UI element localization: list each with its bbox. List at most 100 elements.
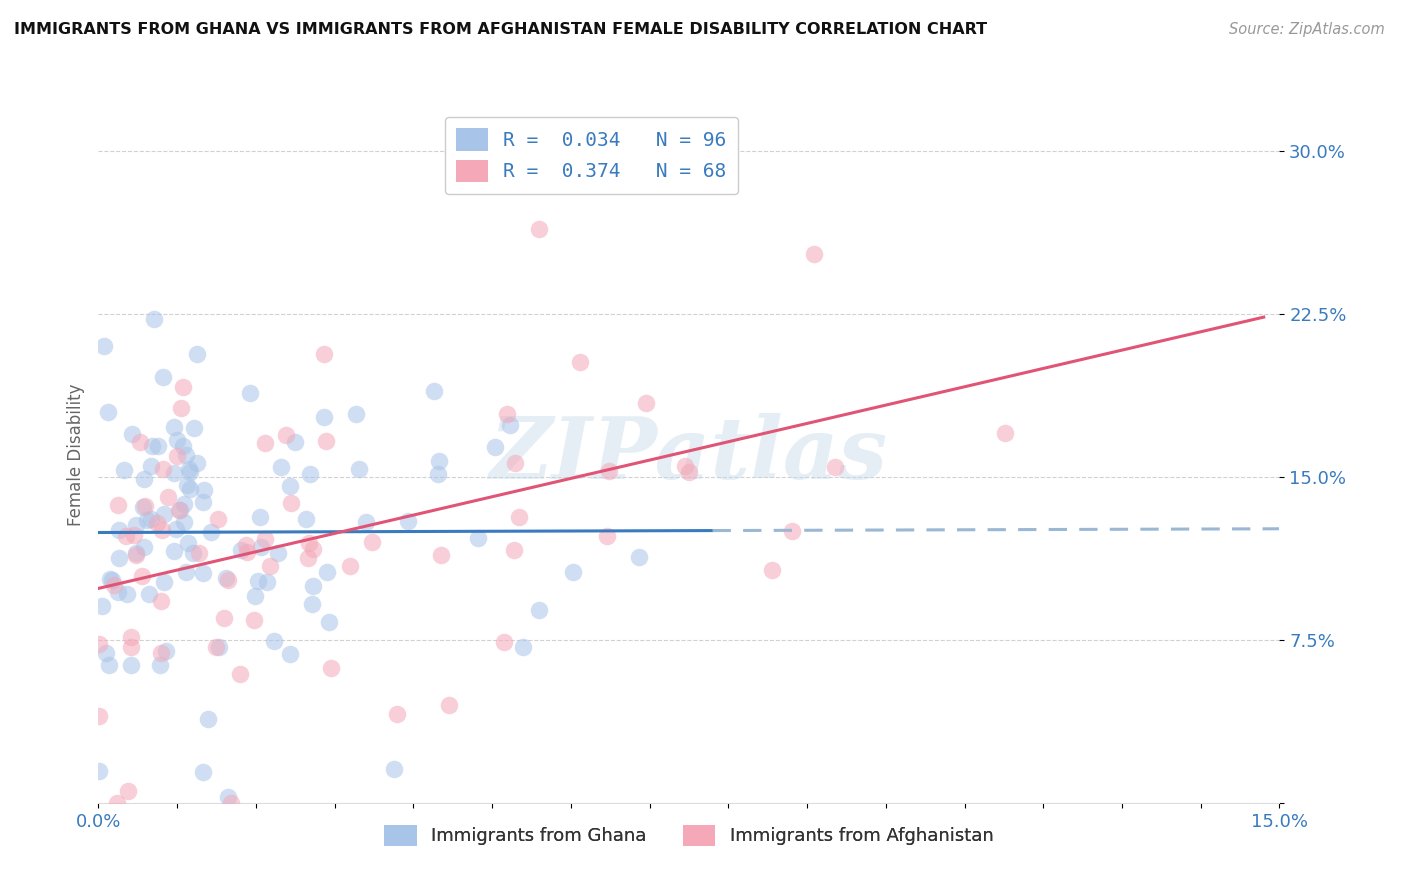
Point	[163, 466, 186, 480]
Point	[87, 709, 110, 723]
Point	[155, 644, 177, 658]
Point	[177, 462, 200, 476]
Point	[187, 546, 209, 560]
Point	[253, 532, 276, 546]
Point	[298, 467, 321, 481]
Point	[235, 544, 257, 558]
Point	[139, 458, 162, 473]
Point	[107, 585, 129, 599]
Point	[568, 355, 591, 369]
Point	[135, 513, 157, 527]
Point	[562, 566, 585, 580]
Y-axis label: Female Disability: Female Disability	[66, 384, 84, 526]
Point	[150, 523, 173, 537]
Point	[167, 502, 190, 516]
Point	[101, 573, 124, 587]
Point	[212, 610, 235, 624]
Point	[250, 541, 273, 555]
Point	[152, 370, 174, 384]
Point	[349, 462, 371, 476]
Point	[170, 401, 193, 416]
Point	[354, 516, 377, 530]
Point	[193, 566, 215, 580]
Point	[124, 517, 146, 532]
Point	[235, 538, 257, 552]
Point	[529, 602, 551, 616]
Legend: Immigrants from Ghana, Immigrants from Afghanistan: Immigrants from Ghana, Immigrants from A…	[377, 818, 1001, 853]
Point	[117, 784, 139, 798]
Point	[172, 380, 194, 394]
Point	[98, 572, 121, 586]
Point	[125, 546, 148, 560]
Point	[218, 790, 240, 805]
Point	[120, 658, 142, 673]
Point	[208, 640, 231, 654]
Point	[183, 421, 205, 435]
Point	[134, 500, 156, 514]
Point	[761, 563, 783, 577]
Point	[280, 479, 302, 493]
Point	[596, 529, 619, 543]
Point	[267, 546, 290, 560]
Point	[107, 499, 129, 513]
Point	[129, 435, 152, 450]
Point	[824, 460, 846, 475]
Point	[259, 558, 281, 573]
Point	[297, 551, 319, 566]
Point	[93, 339, 115, 353]
Text: Source: ZipAtlas.com: Source: ZipAtlas.com	[1229, 22, 1385, 37]
Point	[302, 578, 325, 592]
Point	[166, 433, 188, 447]
Point	[512, 640, 534, 654]
Point	[263, 634, 285, 648]
Point	[508, 509, 530, 524]
Point	[598, 464, 620, 478]
Point	[295, 512, 318, 526]
Point	[243, 613, 266, 627]
Point	[274, 427, 297, 442]
Point	[124, 527, 146, 541]
Point	[107, 796, 129, 810]
Point	[382, 763, 405, 777]
Point	[318, 615, 340, 629]
Point	[179, 482, 201, 496]
Point	[98, 657, 121, 672]
Point	[134, 472, 156, 486]
Point	[494, 635, 516, 649]
Point	[146, 516, 169, 531]
Point	[181, 546, 204, 560]
Point	[149, 593, 172, 607]
Point	[112, 463, 135, 477]
Point	[207, 512, 229, 526]
Point	[636, 396, 658, 410]
Point	[125, 548, 148, 562]
Point	[132, 500, 155, 514]
Point	[312, 409, 335, 424]
Point	[97, 405, 120, 419]
Point	[186, 456, 208, 470]
Point	[165, 522, 187, 536]
Point	[467, 531, 489, 545]
Point	[197, 712, 219, 726]
Point	[803, 246, 825, 260]
Point	[586, 171, 609, 186]
Point	[131, 569, 153, 583]
Text: ZIPatlas: ZIPatlas	[489, 413, 889, 497]
Point	[215, 571, 238, 585]
Point	[243, 589, 266, 603]
Point	[200, 525, 222, 540]
Point	[423, 384, 446, 398]
Point	[174, 565, 197, 579]
Point	[179, 465, 201, 479]
Point	[673, 458, 696, 473]
Point	[229, 542, 252, 557]
Point	[246, 574, 269, 589]
Point	[239, 386, 262, 401]
Point	[193, 495, 215, 509]
Point	[780, 524, 803, 538]
Point	[191, 764, 214, 779]
Point	[121, 427, 143, 442]
Point	[253, 436, 276, 450]
Point	[396, 514, 419, 528]
Point	[484, 440, 506, 454]
